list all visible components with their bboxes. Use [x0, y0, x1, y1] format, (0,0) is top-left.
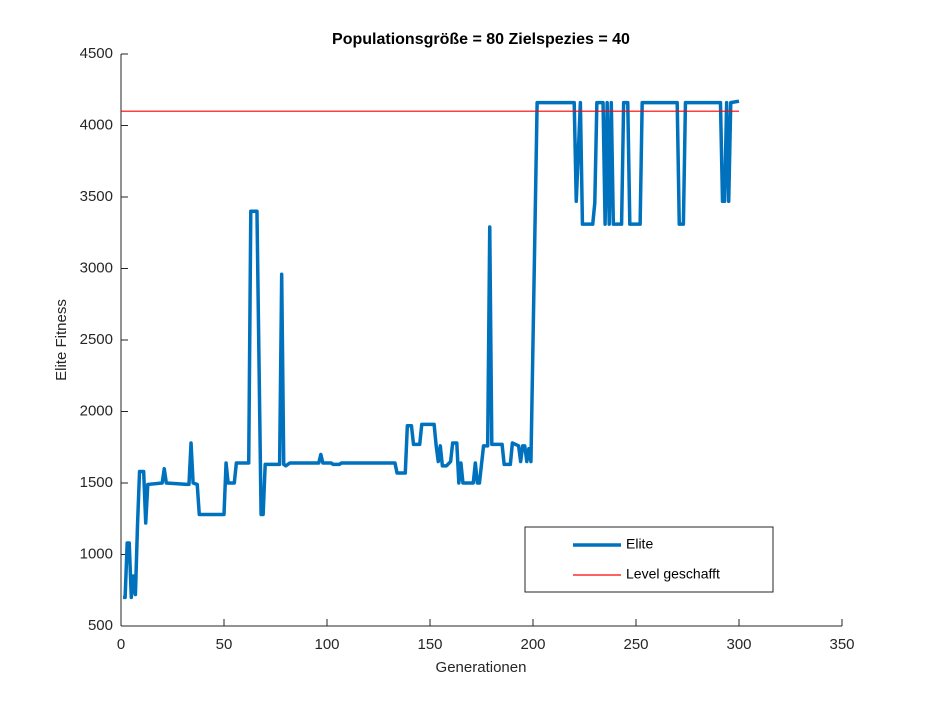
x-axis-label: Generationen: [436, 659, 527, 676]
y-tick-label: 1500: [80, 474, 113, 491]
legend-label: Level geschafft: [626, 566, 720, 582]
x-tick-label: 150: [417, 636, 442, 653]
legend-box: [524, 526, 774, 593]
y-tick-label: 500: [88, 617, 113, 634]
y-axis-label: Elite Fitness: [53, 299, 70, 381]
x-tick-label: 250: [623, 636, 648, 653]
series-line: [123, 99, 740, 600]
x-tick-label: 300: [726, 636, 751, 653]
y-tick-label: 3500: [80, 188, 113, 205]
x-tick-label: 0: [117, 636, 125, 653]
x-tick-label: 350: [829, 636, 854, 653]
y-tick-label: 3000: [80, 259, 113, 276]
x-tick-label: 200: [520, 636, 545, 653]
x-tick-label: 50: [216, 636, 233, 653]
y-tick-label: 1000: [80, 545, 113, 562]
x-tick-label: 100: [314, 636, 339, 653]
y-tick-label: 2500: [80, 331, 113, 348]
y-tick-label: 4500: [80, 45, 113, 62]
legend-label: Elite: [626, 536, 653, 552]
chart-title: Populationsgröße = 80 Zielspezies = 40: [332, 31, 630, 48]
y-tick-label: 2000: [80, 402, 113, 419]
y-tick-label: 4000: [80, 116, 113, 133]
